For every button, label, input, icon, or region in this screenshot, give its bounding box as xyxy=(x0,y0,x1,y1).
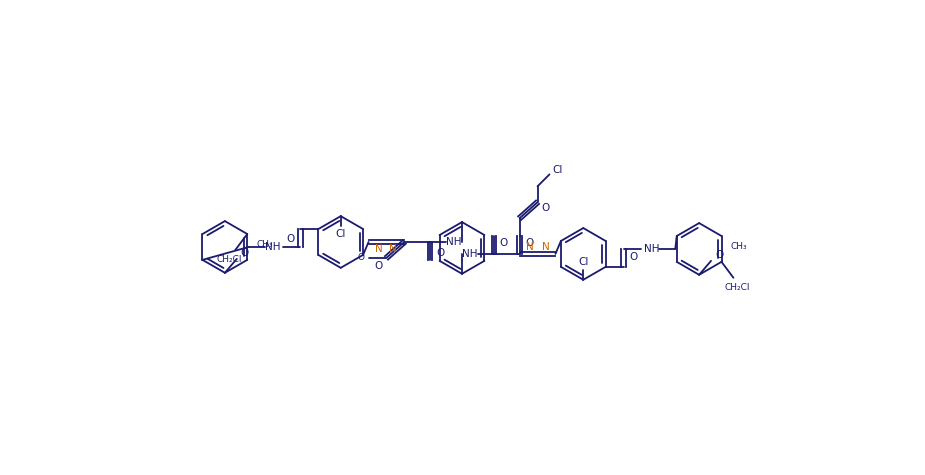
Text: O: O xyxy=(357,253,364,262)
Text: Cl: Cl xyxy=(578,257,588,267)
Text: O: O xyxy=(715,250,723,260)
Text: Cl: Cl xyxy=(552,165,562,175)
Text: NH: NH xyxy=(462,249,477,259)
Text: N: N xyxy=(542,242,549,252)
Text: O: O xyxy=(287,234,295,244)
Text: O: O xyxy=(500,238,508,248)
Text: N: N xyxy=(388,244,396,254)
Text: NH: NH xyxy=(446,237,462,247)
Text: CH₃: CH₃ xyxy=(731,242,747,251)
Text: O: O xyxy=(629,252,637,262)
Text: O: O xyxy=(240,248,249,258)
Text: O: O xyxy=(541,203,549,213)
Text: N: N xyxy=(525,242,534,252)
Text: O: O xyxy=(375,261,383,271)
Text: Cl: Cl xyxy=(336,229,346,239)
Text: CH₂Cl: CH₂Cl xyxy=(216,256,242,265)
Text: N: N xyxy=(375,244,382,254)
Text: CH₃: CH₃ xyxy=(257,240,273,249)
Text: NH: NH xyxy=(265,242,280,252)
Text: O: O xyxy=(436,248,444,258)
Text: O: O xyxy=(525,238,534,248)
Text: CH₂Cl: CH₂Cl xyxy=(724,283,750,292)
Text: NH: NH xyxy=(644,244,660,254)
